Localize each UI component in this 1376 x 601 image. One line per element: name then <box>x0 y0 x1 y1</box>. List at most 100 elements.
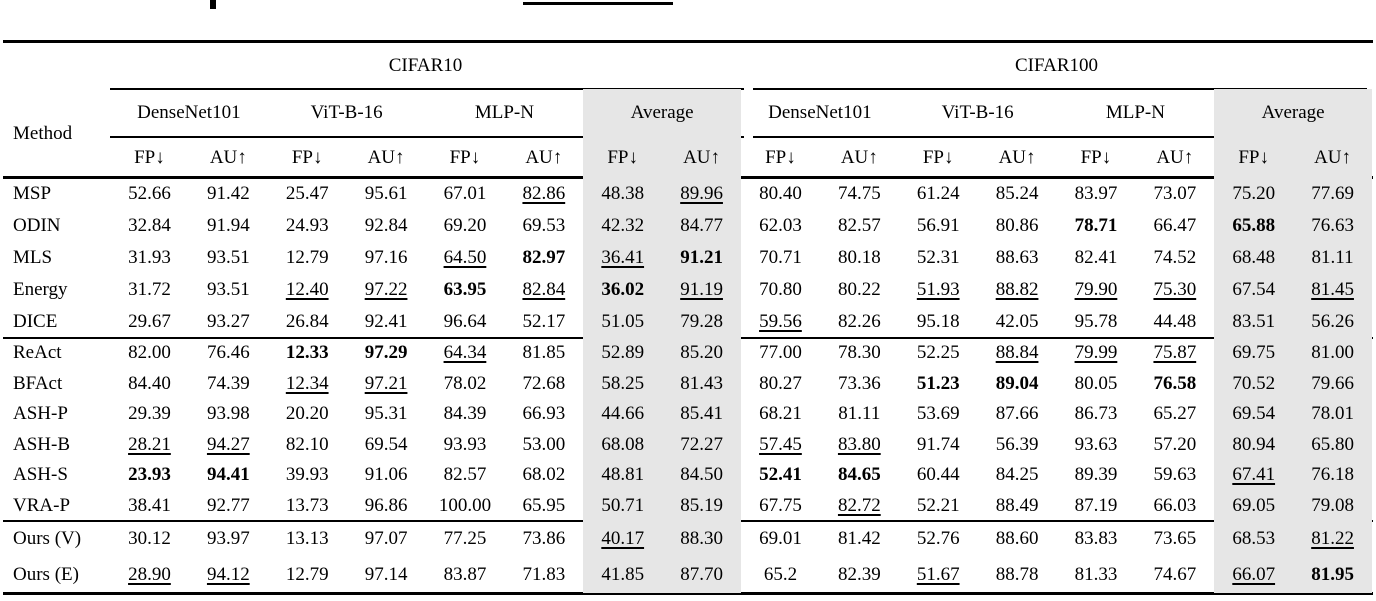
value-cell: 53.00 <box>522 433 566 455</box>
value-cell: 78.71 <box>1074 215 1118 236</box>
value-cell: 82.84 <box>522 279 566 300</box>
value-cell: 73.86 <box>522 528 566 549</box>
metric-header-au: AU↑ <box>840 146 878 168</box>
value-cell: 42.05 <box>995 311 1039 332</box>
value-cell: 79.90 <box>1074 279 1118 300</box>
value-cell: 74.67 <box>1153 564 1197 585</box>
method-cell: ReAct <box>13 342 62 364</box>
value-cell: 69.75 <box>1214 338 1294 369</box>
value-cell: 81.43 <box>662 368 741 399</box>
value-cell: 44.66 <box>583 399 663 430</box>
value-cell: 76.58 <box>1153 372 1197 394</box>
table-row: ASH-B 28.21 94.27 82.10 69.54 93.93 53.00 68.08… <box>4 429 1372 460</box>
value-cell: 69.54 <box>1214 399 1294 430</box>
value-cell: 91.94 <box>206 215 250 236</box>
value-cell: 75.20 <box>1214 178 1294 210</box>
value-cell: 93.27 <box>206 311 250 332</box>
value-cell: 80.94 <box>1214 429 1294 460</box>
value-cell: 74.39 <box>206 372 250 394</box>
value-cell: 68.53 <box>1214 521 1294 557</box>
table-row: ReAct 82.00 76.46 12.33 97.29 64.34 81.85 52.89… <box>4 338 1372 369</box>
value-cell: 88.60 <box>995 528 1039 549</box>
method-cell: ODIN <box>13 215 61 236</box>
arch-header-c10-average: Average <box>583 89 741 137</box>
value-cell: 80.18 <box>837 247 881 268</box>
value-cell: 59.63 <box>1153 464 1197 486</box>
table-row: Energy 31.72 93.51 12.40 97.22 63.95 82.84 36.0… <box>4 274 1372 306</box>
value-cell: 12.33 <box>285 342 329 364</box>
value-cell: 81.11 <box>1293 242 1372 274</box>
metric-header-fp: FP↓ <box>765 146 796 168</box>
value-cell: 20.20 <box>285 403 329 425</box>
value-cell: 61.24 <box>916 183 960 204</box>
table-bottom-rule <box>3 592 1373 595</box>
value-cell: 88.82 <box>995 279 1039 300</box>
method-header: Method <box>13 122 73 144</box>
value-cell: 65.80 <box>1293 429 1372 460</box>
metric-header-fp: FP↓ <box>1214 137 1294 178</box>
value-cell: 95.31 <box>364 403 408 425</box>
value-cell: 52.66 <box>128 183 171 204</box>
value-cell: 36.02 <box>583 274 663 306</box>
method-cell: ASH-S <box>13 464 68 486</box>
value-cell: 97.07 <box>364 528 408 549</box>
arch-header-c10-vit-b-16: ViT-B-16 <box>310 102 383 123</box>
value-cell: 79.66 <box>1293 368 1372 399</box>
metric-header-fp: FP↓ <box>134 146 165 168</box>
value-cell: 94.12 <box>206 564 250 585</box>
value-cell: 95.18 <box>916 311 960 332</box>
value-cell: 44.48 <box>1153 311 1197 332</box>
metric-header-fp: FP↓ <box>1080 146 1112 168</box>
value-cell: 88.63 <box>995 247 1039 268</box>
table-row: MSP 52.66 91.42 25.47 95.61 67.01 82.86 48.38 89… <box>4 178 1372 210</box>
value-cell: 51.93 <box>916 279 960 300</box>
value-cell: 93.93 <box>443 433 487 455</box>
value-cell: 81.45 <box>1293 274 1372 306</box>
value-cell: 92.41 <box>364 311 408 332</box>
value-cell: 80.05 <box>1074 372 1118 394</box>
method-cell: MLS <box>13 247 53 268</box>
value-cell: 74.52 <box>1153 247 1197 268</box>
value-cell: 67.75 <box>759 494 802 516</box>
table-top-rule <box>3 40 1373 43</box>
metric-header-fp: FP↓ <box>583 137 663 178</box>
table-row: Ours (E) 28.90 94.12 12.79 97.14 83.87 71.83 41… <box>4 557 1372 593</box>
value-cell: 83.51 <box>1214 306 1294 338</box>
value-cell: 69.05 <box>1214 490 1294 521</box>
metric-header-fp: FP↓ <box>449 146 481 168</box>
value-cell: 51.67 <box>916 564 960 585</box>
caption-fragment-glyph <box>210 0 216 9</box>
value-cell: 83.97 <box>1074 183 1118 204</box>
value-cell: 52.17 <box>522 311 566 332</box>
value-cell: 59.56 <box>759 311 802 332</box>
value-cell: 81.33 <box>1074 564 1118 585</box>
value-cell: 88.49 <box>995 494 1039 516</box>
value-cell: 25.47 <box>285 183 329 204</box>
value-cell: 51.23 <box>916 372 960 394</box>
value-cell: 79.08 <box>1293 490 1372 521</box>
value-cell: 12.34 <box>285 372 329 394</box>
metric-header-au: AU↑ <box>998 146 1036 168</box>
dataset-header-cifar100: CIFAR100 <box>1014 54 1099 76</box>
value-cell: 80.40 <box>759 183 802 204</box>
value-cell: 65.95 <box>522 494 566 516</box>
value-cell: 48.81 <box>583 460 663 491</box>
value-cell: 82.10 <box>285 433 329 455</box>
value-cell: 13.13 <box>285 528 329 549</box>
value-cell: 26.84 <box>285 311 329 332</box>
metric-header-row: FP↓ AU↑ FP↓ AU↑ FP↓ AU↑ FP↓ AU↑ FP↓ AU↑ … <box>4 137 1372 178</box>
value-cell: 69.20 <box>443 215 487 236</box>
value-cell: 76.63 <box>1293 210 1372 242</box>
value-cell: 30.12 <box>128 528 171 549</box>
value-cell: 31.93 <box>128 247 171 268</box>
metric-header-au: AU↑ <box>209 146 247 168</box>
value-cell: 68.21 <box>759 403 802 425</box>
value-cell: 64.34 <box>443 342 487 364</box>
value-cell: 31.72 <box>128 279 171 300</box>
value-cell: 52.76 <box>916 528 960 549</box>
value-cell: 73.36 <box>837 372 881 394</box>
value-cell: 81.00 <box>1293 338 1372 369</box>
value-cell: 97.29 <box>364 342 408 364</box>
value-cell: 29.39 <box>128 403 171 425</box>
method-cell: ASH-P <box>13 403 68 425</box>
